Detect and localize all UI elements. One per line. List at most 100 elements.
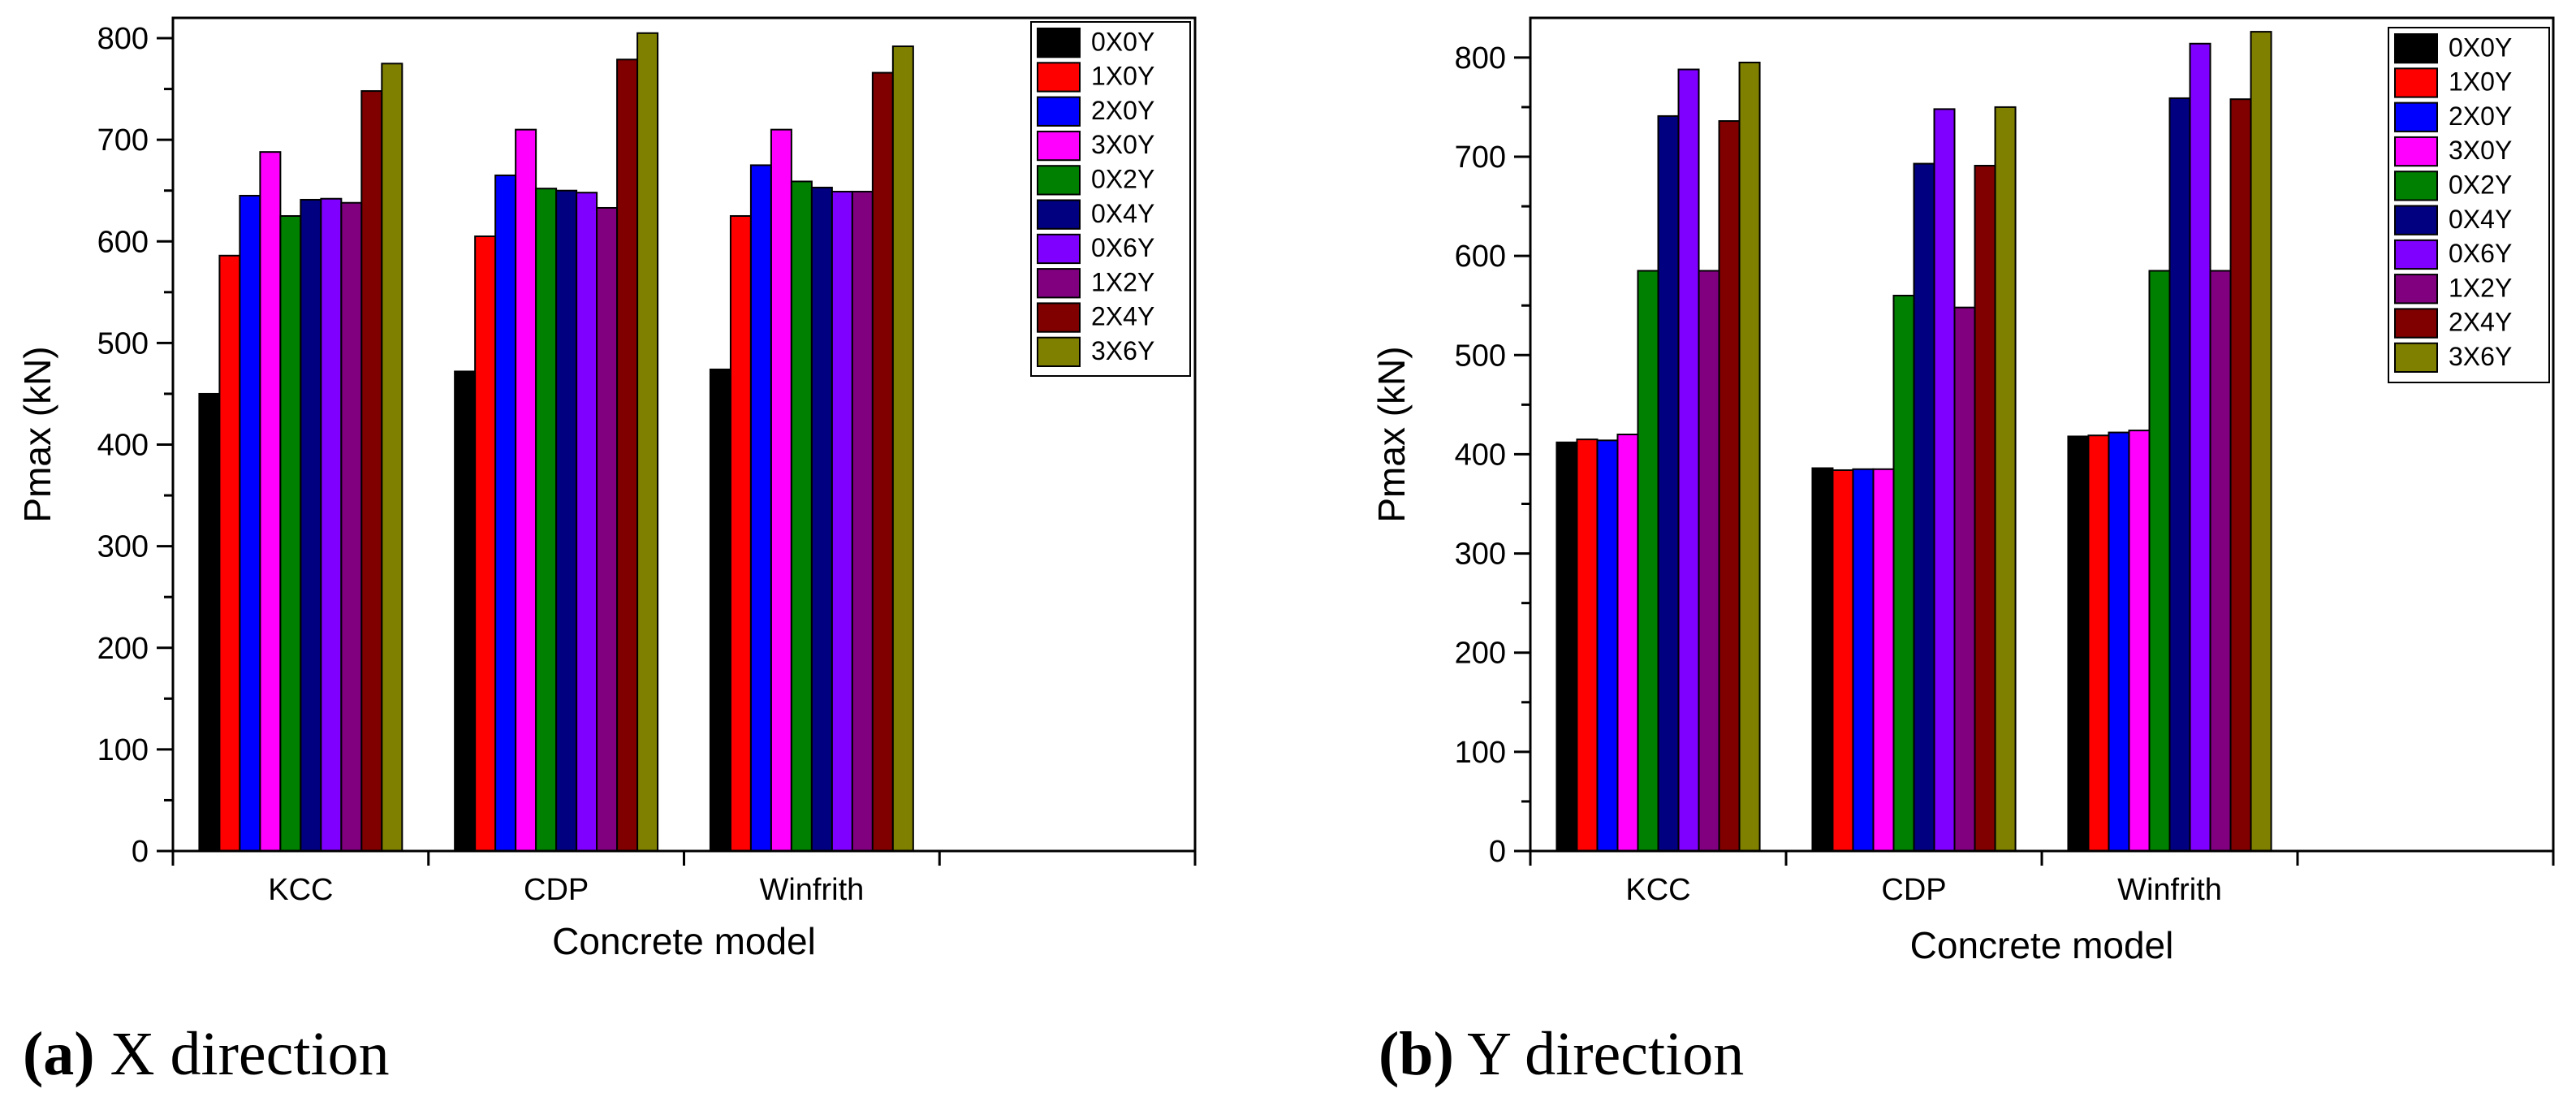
- panel-a-legend-swatch-0x2y: [1037, 165, 1081, 196]
- panel-b-bar-0x4y-winfrith: [2168, 97, 2191, 852]
- panel-a-y-tick-label: 600: [97, 225, 149, 259]
- panel-b-bar-0x0y-winfrith: [2067, 435, 2090, 852]
- panel-b-bar-0x4y-cdp: [1913, 162, 1935, 853]
- panel-a-y-tick-label: 300: [97, 530, 149, 564]
- panel-b-legend-label-0x6y: 0X6Y: [2449, 239, 2512, 268]
- panel-a-bar-3x0y-cdp: [515, 128, 537, 852]
- panel-b-bar-2x0y-winfrith: [2108, 431, 2130, 852]
- panel-b-legend-swatch-1x2y: [2394, 274, 2438, 305]
- panel-a-bar-0x4y-cdp: [555, 189, 578, 852]
- panel-b-bar-3x0y-cdp: [1872, 468, 1895, 852]
- panel-b-legend-label-0x2y: 0X2Y: [2449, 171, 2512, 200]
- panel-b-legend-swatch-3x0y: [2394, 136, 2438, 167]
- panel-b-y-tick-label: 600: [1455, 240, 1506, 274]
- panel-b-y-tick-label: 0: [1489, 835, 1506, 869]
- panel-a-bar-3x6y-cdp: [636, 32, 659, 852]
- panel-a-bar-2x4y-cdp: [616, 58, 639, 853]
- panel-b-y-axis-label: Pmax (kN): [1370, 346, 1413, 522]
- panel-a-legend-label-3x6y: 3X6Y: [1091, 336, 1154, 365]
- panel-a-x-tick-label-winfrith: Winfrith: [759, 873, 864, 907]
- panel-a-y-tick-label: 100: [97, 733, 149, 767]
- panel-b-bar-0x6y-kcc: [1677, 68, 1700, 852]
- panel-b-bar-3x6y-winfrith: [2250, 31, 2272, 853]
- panel-b-bar-2x4y-kcc: [1718, 120, 1741, 852]
- panel-b-bar-2x4y-winfrith: [2229, 98, 2252, 852]
- panel-b-y-tick-label: 700: [1455, 140, 1506, 175]
- panel-a-legend-swatch-1x0y: [1037, 62, 1081, 93]
- panel-b-bar-0x6y-winfrith: [2189, 42, 2211, 852]
- panel-a-legend-label-2x4y: 2X4Y: [1091, 302, 1154, 331]
- panel-a-y-tick-label: 400: [97, 429, 149, 463]
- panel-b-bar-1x0y-winfrith: [2087, 434, 2110, 852]
- panel-a-y-tick-label: 700: [97, 123, 149, 158]
- panel-a-bar-0x0y-kcc: [198, 392, 221, 852]
- panel-a-x-tick-label-kcc: KCC: [268, 873, 333, 907]
- panel-a-legend-label-0x4y: 0X4Y: [1091, 199, 1154, 228]
- panel-a-bar-2x0y-kcc: [239, 194, 261, 852]
- panel-b-y-tick-label: 200: [1455, 637, 1506, 671]
- panel-b-bar-3x6y-cdp: [1994, 106, 2017, 852]
- caption-a: (a) X direction: [23, 1019, 390, 1090]
- panel-b-bar-2x4y-cdp: [1974, 164, 1996, 852]
- caption-b-text: Y direction: [1453, 1020, 1745, 1088]
- panel-a-bar-0x2y-winfrith: [790, 180, 813, 852]
- panel-a-legend-label-0x0y: 0X0Y: [1091, 27, 1154, 56]
- panel-a-bar-1x0y-cdp: [474, 235, 497, 852]
- panel-a-legend-swatch-3x0y: [1037, 130, 1081, 162]
- panel-b-x-tick-label-kcc: KCC: [1625, 873, 1690, 907]
- panel-b-y-tick-label: 400: [1455, 438, 1506, 472]
- panel-a-bar-0x0y-winfrith: [709, 368, 731, 852]
- panel-a-y-tick-label: 200: [97, 632, 149, 666]
- panel-b-bar-1x2y-cdp: [1953, 306, 1976, 852]
- panel-b-legend-swatch-2x0y: [2394, 102, 2438, 132]
- panel-b-legend-label-0x4y: 0X4Y: [2449, 205, 2512, 234]
- panel-a-legend-label-1x2y: 1X2Y: [1091, 267, 1154, 296]
- chart-panel-a: 0 100 200 300 400 500 600 700 800 KCC CDP Winfrith C…: [16, 16, 1197, 962]
- panel-a-bar-0x6y-cdp: [576, 192, 598, 852]
- panel-b-bar-0x6y-cdp: [1933, 108, 1956, 853]
- panel-a-y-axis-label: Pmax (kN): [16, 346, 58, 522]
- panel-a-legend-label-0x2y: 0X2Y: [1091, 165, 1154, 194]
- panel-b-y-tick-label: 500: [1455, 339, 1506, 373]
- panel-b-bar-3x0y-kcc: [1616, 434, 1639, 852]
- panel-b-bar-2x0y-cdp: [1852, 468, 1875, 852]
- panel-a-bar-0x4y-kcc: [300, 198, 322, 852]
- panel-b-bar-0x0y-kcc: [1556, 441, 1578, 852]
- panel-a-bar-0x4y-winfrith: [810, 186, 833, 852]
- panel-b-bar-0x2y-cdp: [1892, 295, 1915, 852]
- panel-b-bar-1x2y-kcc: [1698, 270, 1720, 852]
- panel-b-legend-label-2x4y: 2X4Y: [2449, 308, 2512, 337]
- panel-b-legend-swatch-0x6y: [2394, 239, 2438, 270]
- panel-a-bar-2x0y-cdp: [494, 174, 517, 852]
- panel-b-x-tick-label-cdp: CDP: [1881, 873, 1946, 907]
- panel-a-bar-1x0y-kcc: [218, 254, 241, 853]
- panel-a-legend-swatch-2x0y: [1037, 96, 1081, 127]
- panel-b-legend-label-1x0y: 1X0Y: [2449, 67, 2512, 97]
- panel-a-legend-swatch-0x4y: [1037, 199, 1081, 230]
- panel-b-y-tick-label: 100: [1455, 736, 1506, 770]
- panel-a-legend-label-0x6y: 0X6Y: [1091, 233, 1154, 262]
- panel-b-bar-1x0y-cdp: [1832, 469, 1854, 852]
- caption-a-text: X direction: [94, 1020, 390, 1088]
- panel-b-bar-0x0y-cdp: [1811, 467, 1834, 852]
- panel-a-y-tick-label: 500: [97, 326, 149, 361]
- panel-b-bar-0x2y-kcc: [1637, 270, 1659, 852]
- panel-a-x-axis-label: Concrete model: [552, 920, 816, 962]
- panel-a-bar-3x0y-winfrith: [770, 128, 792, 852]
- panel-a-bar-2x4y-winfrith: [871, 71, 894, 852]
- panel-b-bar-0x4y-kcc: [1657, 114, 1680, 852]
- panel-a-y-tick-label: 800: [97, 22, 149, 56]
- panel-a-bar-0x6y-winfrith: [831, 190, 853, 852]
- panel-a-legend-swatch-0x6y: [1037, 233, 1081, 265]
- panel-a-bar-3x0y-kcc: [259, 151, 282, 853]
- panel-b-legend-label-0x0y: 0X0Y: [2449, 32, 2512, 62]
- panel-a-legend-swatch-3x6y: [1037, 336, 1081, 368]
- panel-b-x-tick-label-winfrith: Winfrith: [2117, 873, 2222, 907]
- panel-b-bar-1x2y-winfrith: [2209, 270, 2232, 852]
- caption-b-letter: (b): [1379, 1020, 1454, 1088]
- panel-b-bar-3x0y-winfrith: [2128, 430, 2151, 852]
- panel-a-legend-swatch-0x0y: [1037, 28, 1081, 58]
- panel-a-bar-2x4y-kcc: [360, 90, 383, 852]
- panel-b-legend-swatch-3x6y: [2394, 342, 2438, 374]
- panel-a-bar-0x6y-kcc: [320, 197, 343, 852]
